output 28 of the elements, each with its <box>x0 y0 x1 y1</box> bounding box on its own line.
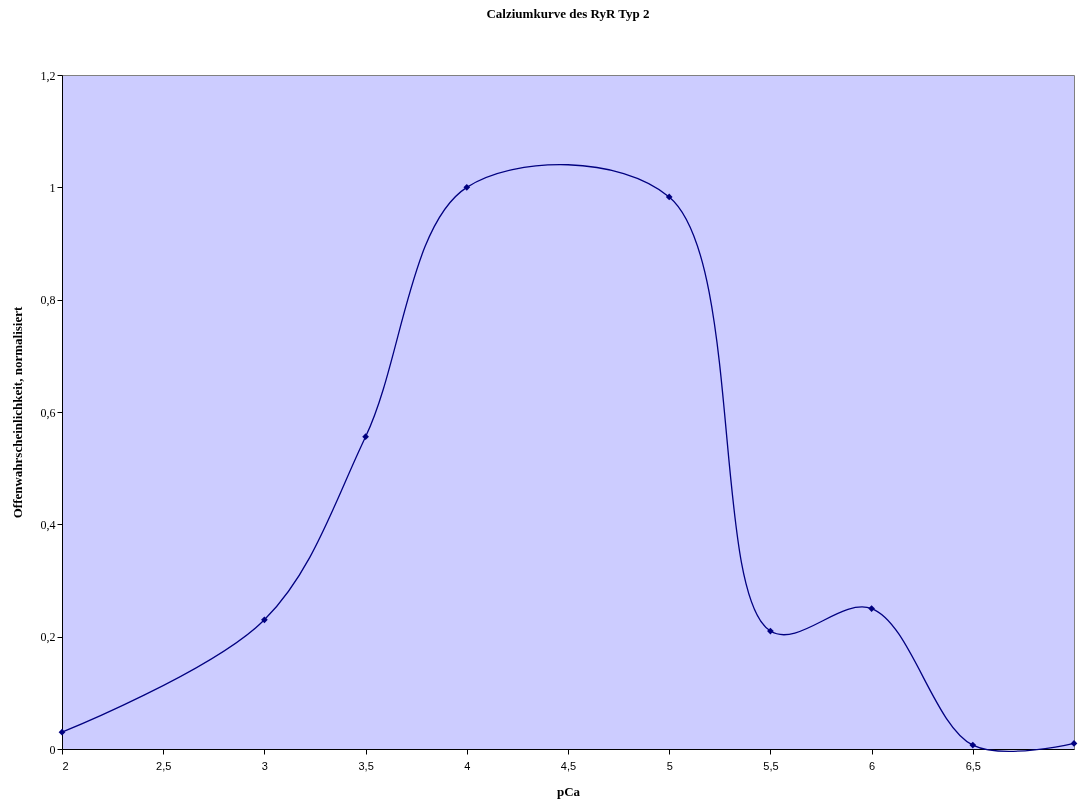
x-tick-label: 3,5 <box>358 759 374 772</box>
point <box>362 433 369 441</box>
x-tick-label: 6,5 <box>965 759 981 772</box>
point <box>463 183 471 191</box>
x-tick-label: 4 <box>464 759 471 772</box>
x-tick-label: 5 <box>666 759 673 772</box>
y-axis-title: Offenwahrscheinlichkeit, normalisiert <box>9 306 25 519</box>
point <box>868 605 875 612</box>
x-tick-label: 6 <box>869 759 876 772</box>
x-tick-label: 4,5 <box>560 759 577 772</box>
chart-title: Calziumkurve des RyR Typ 2 <box>486 6 650 21</box>
point <box>767 627 774 635</box>
point <box>969 741 977 749</box>
x-tick-label: 2,5 <box>156 759 172 772</box>
y-tick-label: 0,4 <box>40 517 56 532</box>
point <box>665 193 673 201</box>
x-tick-label: 5,5 <box>763 759 779 772</box>
x-tick-label: 2 <box>62 759 69 772</box>
y-tick-label: 0,8 <box>40 293 56 308</box>
y-tick-label: 0 <box>49 742 56 757</box>
y-tick-label: 1 <box>49 180 56 195</box>
point <box>261 616 268 624</box>
y-tick-label: 0,2 <box>40 630 56 645</box>
y-tick-label: 0,6 <box>40 405 56 420</box>
x-tick-label: 3 <box>261 759 268 772</box>
x-axis-title: pCa <box>556 783 581 799</box>
point <box>58 728 66 736</box>
y-tick-label: 1,2 <box>40 68 56 83</box>
